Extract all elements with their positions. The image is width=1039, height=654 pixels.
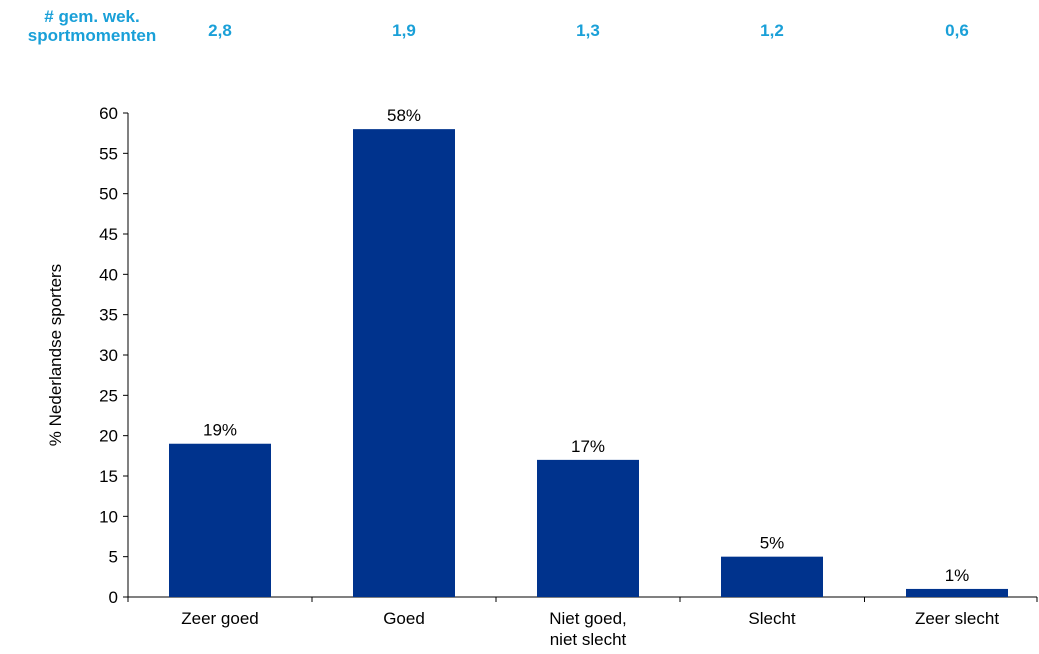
weekly-sport-moments-value: 0,6	[945, 21, 969, 40]
y-tick-label: 20	[99, 427, 118, 446]
y-tick-label: 0	[109, 588, 118, 607]
weekly-sport-moments-value: 2,8	[208, 21, 232, 40]
weekly-sport-moments-label-line2: sportmomenten	[27, 26, 157, 45]
y-tick-label: 30	[99, 346, 118, 365]
x-category-label: Zeer slecht	[915, 609, 999, 628]
y-tick-label: 10	[99, 507, 118, 526]
y-tick-label: 25	[99, 386, 118, 405]
y-tick-label: 60	[99, 104, 118, 123]
bar	[537, 459, 639, 597]
y-tick-label: 50	[99, 185, 118, 204]
bar	[169, 443, 271, 597]
x-category-label: Goed	[383, 609, 425, 628]
weekly-sport-moments-value: 1,3	[576, 21, 600, 40]
bar-data-label: 5%	[760, 534, 785, 553]
bar-data-label: 17%	[571, 437, 605, 456]
y-tick-label: 45	[99, 225, 118, 244]
y-tick-label: 55	[99, 144, 118, 163]
weekly-sport-moments-label: # gem. wek. sportmomenten	[0, 7, 184, 45]
y-tick-label: 15	[99, 467, 118, 486]
x-category-label: Zeer goed	[181, 609, 259, 628]
bar-data-label: 1%	[945, 566, 970, 585]
x-category-label: niet slecht	[550, 630, 627, 649]
bar	[353, 129, 455, 597]
bar	[721, 556, 823, 597]
weekly-sport-moments-value: 1,9	[392, 21, 416, 40]
y-axis-title: % Nederlandse sporters	[46, 264, 65, 446]
bar	[906, 588, 1008, 597]
bar-data-label: 58%	[387, 106, 421, 125]
bar-data-label: 19%	[203, 421, 237, 440]
weekly-sport-moments-label-line1: # gem. wek.	[44, 7, 140, 26]
x-category-label: Slecht	[748, 609, 796, 628]
weekly-sport-moments-header: # gem. wek. sportmomenten 2,8 1,9 1,3 1,…	[0, 0, 1039, 60]
weekly-sport-moments-value: 1,2	[760, 21, 784, 40]
y-tick-label: 40	[99, 265, 118, 284]
y-tick-label: 5	[109, 548, 118, 567]
x-category-label: Niet goed,	[549, 609, 627, 628]
y-tick-label: 35	[99, 306, 118, 325]
